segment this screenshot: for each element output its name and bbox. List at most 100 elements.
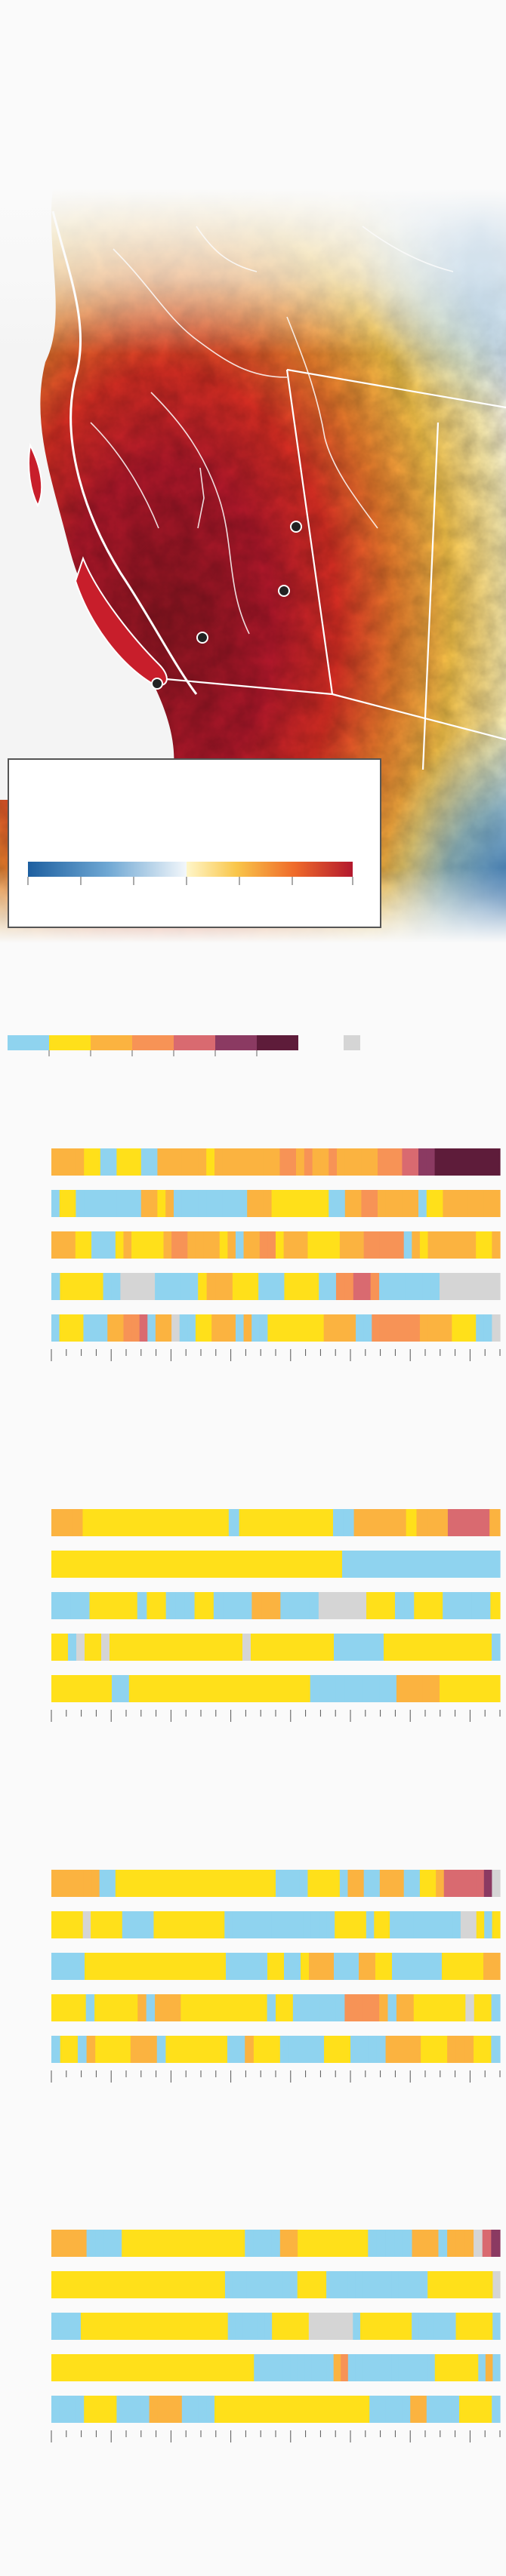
strip-cell [267, 1675, 276, 1702]
strip-cell [460, 1911, 469, 1938]
strip-cell [203, 1870, 212, 1897]
strip-cell [51, 1634, 60, 1661]
strip-cell [323, 1314, 332, 1342]
strip-cell [467, 1314, 477, 1342]
strip-cell [368, 2230, 378, 2257]
strip-cell [51, 1870, 60, 1897]
strip-cell [483, 1148, 492, 1176]
strip-cell [153, 2354, 161, 2381]
strip-cell [198, 1675, 208, 1702]
strip-cell [187, 1509, 198, 1536]
strip-cell [286, 2313, 295, 2340]
strip-cell [412, 2313, 420, 2340]
strip-cell [239, 1509, 251, 1536]
strip-cell [227, 1870, 236, 1897]
strip-cell [334, 1634, 343, 1661]
strip-cell [134, 1509, 146, 1536]
strip-cell [51, 2036, 61, 2063]
strip-cell [344, 1148, 354, 1176]
strip-cell [267, 1314, 276, 1342]
temperature-scale [27, 862, 353, 885]
strip-cell [99, 1870, 108, 1897]
strip-cell [133, 2396, 142, 2423]
strip-cell [123, 1314, 132, 1342]
strip-cell [94, 1994, 104, 2021]
strip-row [51, 2396, 501, 2423]
strip-cell [214, 1148, 224, 1176]
strip-cell [422, 1675, 432, 1702]
strip-cell [341, 2036, 351, 2063]
strip-cell [417, 1551, 426, 1578]
strip-cell [120, 1994, 130, 2021]
legend-swatch-hazardous-plus [257, 1035, 298, 1050]
strip-cell [232, 2271, 240, 2298]
strip-cell [189, 2354, 197, 2381]
strip-cell [421, 1911, 430, 1938]
strip-cell [331, 2313, 339, 2340]
strip-row [51, 2230, 501, 2257]
strip-cell [51, 1675, 61, 1702]
strip-cell [295, 1911, 304, 1938]
strip-cell [276, 2354, 284, 2381]
strip-cell [309, 1592, 319, 1619]
strip-cell [109, 2271, 117, 2298]
strip-cell [350, 1953, 359, 1980]
strip-cell [155, 1870, 165, 1897]
strip-cell [492, 1634, 501, 1661]
strip-cell [156, 2230, 167, 2257]
strip-cell [353, 1273, 363, 1300]
strip-cell [125, 2313, 133, 2340]
strip-row [51, 1551, 501, 1578]
strip-cell [396, 1314, 405, 1342]
strip-cell [214, 2396, 224, 2423]
strip-cell [379, 1675, 389, 1702]
strip-cell [190, 2396, 199, 2423]
strip-cell [118, 1592, 128, 1619]
strip-cell [429, 2036, 440, 2063]
strip-row [51, 1953, 501, 1980]
strip-cell [326, 1551, 335, 1578]
strip-cell [442, 1634, 451, 1661]
strip-cell [148, 2230, 158, 2257]
strip-cell [209, 2230, 219, 2257]
strip-cell [99, 1231, 108, 1259]
strip-cell [131, 2354, 139, 2381]
strip-cell [316, 1314, 325, 1342]
strip-cell [210, 2271, 218, 2298]
strip-cell [384, 1953, 393, 1980]
strip-cell [375, 1592, 386, 1619]
strip-cell [209, 1634, 218, 1661]
strip-cell [209, 1953, 218, 1980]
strip-cell [483, 1994, 492, 2021]
strip-cell [376, 2036, 387, 2063]
strip-cell [267, 1994, 276, 2021]
strip-cell [353, 1190, 362, 1217]
strip-cell [301, 1273, 311, 1300]
strip-cell [448, 2313, 457, 2340]
strip-cell [183, 2230, 193, 2257]
city-markers [151, 521, 302, 690]
strip-cell [220, 2313, 229, 2340]
strip-cell [393, 2396, 403, 2423]
strip-cell [378, 2396, 387, 2423]
strip-cell [254, 2354, 262, 2381]
strip-cell [319, 1675, 329, 1702]
legend-swatch-no-data [344, 1035, 360, 1050]
strip-cell [259, 1870, 268, 1897]
strip-cell [257, 2313, 265, 2340]
legend-swatch-very-unhealthy [174, 1035, 215, 1050]
strip-cell [232, 1994, 242, 2021]
strip-cell [51, 2230, 61, 2257]
strip-cell [465, 1994, 475, 2021]
strip-cell [206, 1273, 216, 1300]
strip-cell [99, 1314, 108, 1342]
strip-cell [434, 1148, 443, 1176]
strip-cell [123, 1231, 132, 1259]
strip-cell [111, 1994, 121, 2021]
strip-cell [347, 1231, 356, 1259]
strip-cell [85, 1551, 94, 1578]
strip-cell [137, 2271, 147, 2298]
strip-cell [452, 1911, 461, 1938]
strip-cell [267, 1870, 276, 1897]
strip-cell [249, 2313, 258, 2340]
